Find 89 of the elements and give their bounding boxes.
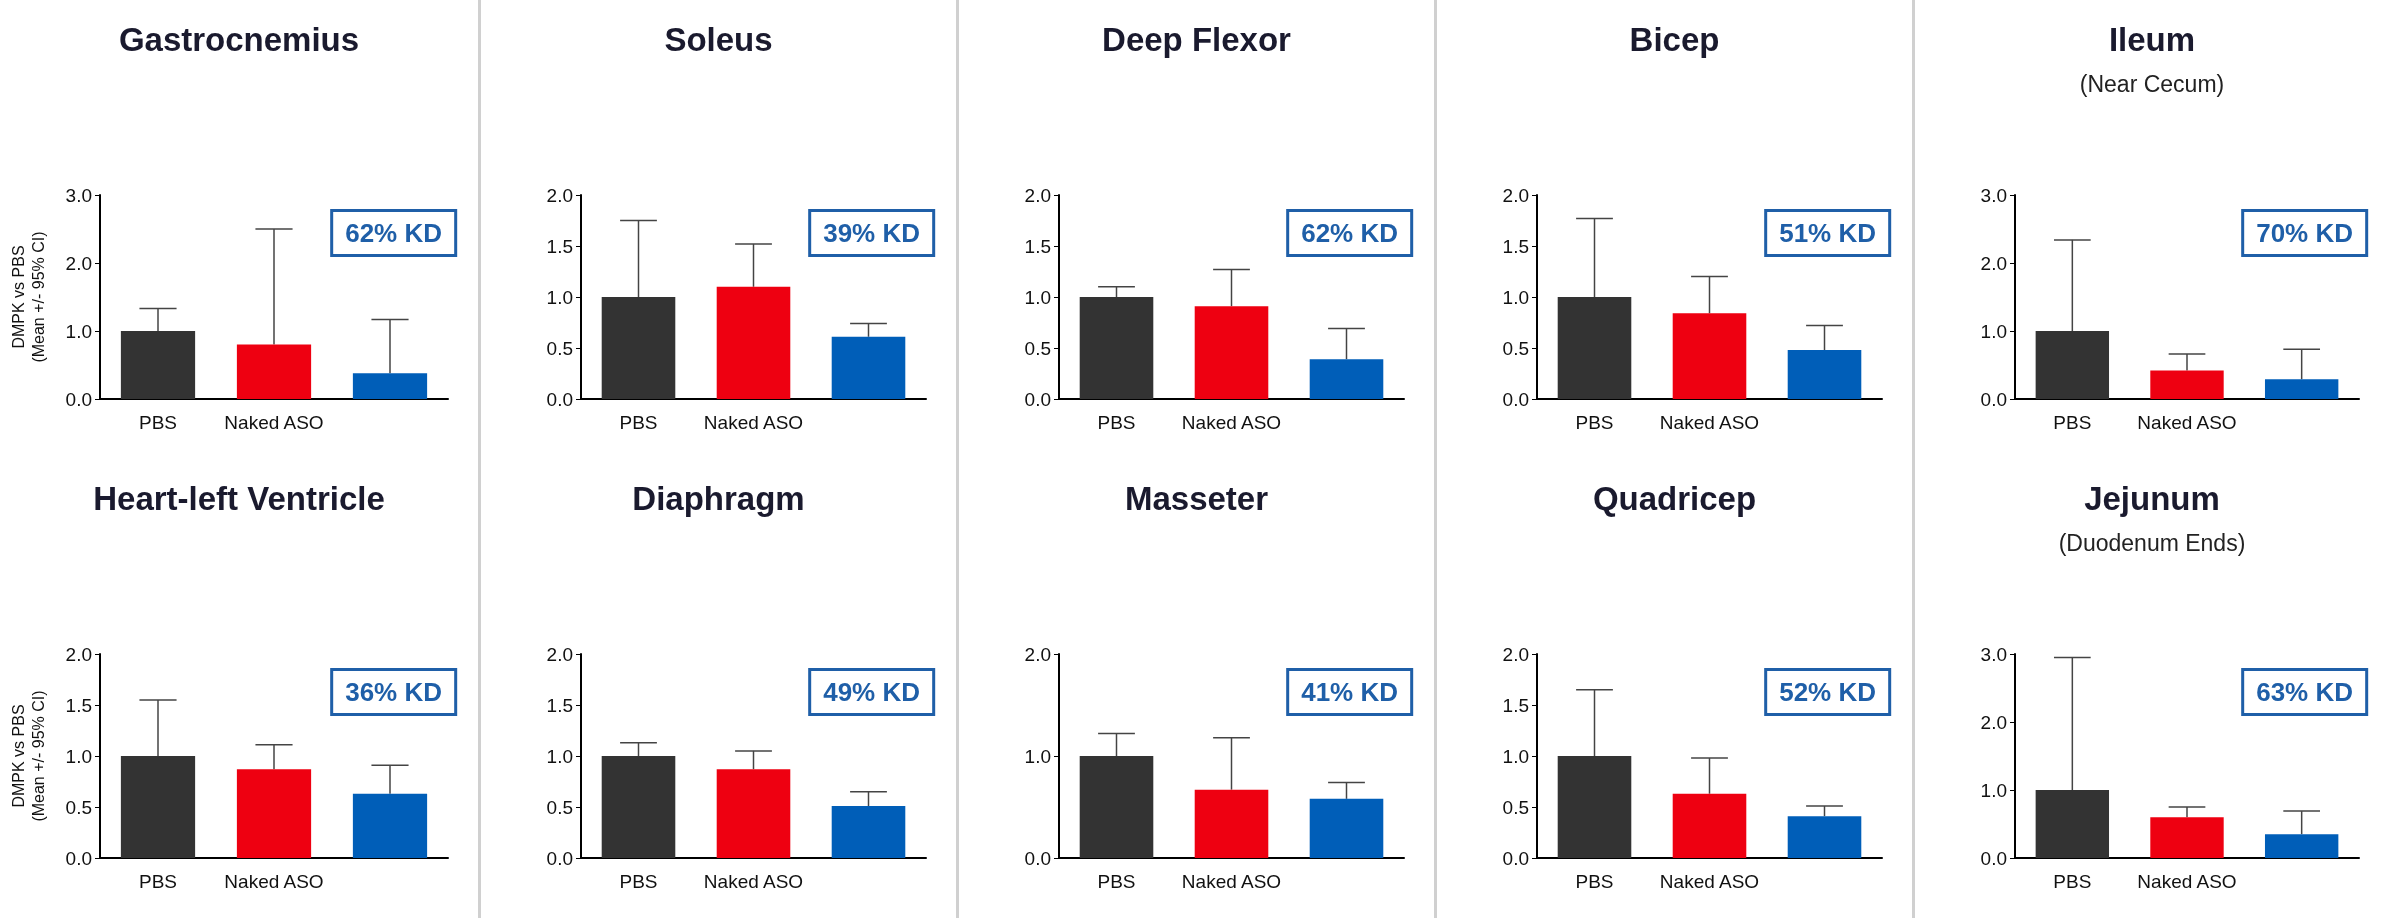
x-tick-label: PBS (1575, 412, 1614, 433)
x-tick-label: Naked ASO (703, 871, 804, 892)
y-tick-label: 1.5 (546, 694, 573, 716)
y-tick-label: 1.0 (1502, 745, 1529, 767)
x-tick-label: Naked ASO (703, 412, 804, 433)
y-tick-label: 1.0 (546, 286, 573, 308)
chart-subtitle: (Near Cecum) (2079, 70, 2225, 97)
y-tick-label: 1.0 (1502, 286, 1529, 308)
y-axis-title: DMPK vs PBS (Mean +/- 95% CI) (9, 690, 47, 822)
x-tick-label: Naked ASO (1181, 871, 1282, 892)
y-tick-label: 0.5 (1502, 796, 1529, 818)
chart-title: Bicep (1629, 21, 1720, 58)
y-tick-label: 3.0 (1980, 643, 2007, 665)
y-tick-label: 1.0 (65, 745, 92, 767)
annotation: 63% KD (2256, 677, 2354, 707)
y-axis-title: DMPK vs PBS (Mean +/- 95% CI) (9, 231, 47, 363)
chart-title: Masseter (1124, 480, 1269, 517)
y-tick-label: 2.0 (1502, 643, 1529, 665)
y-tick-label: 2.0 (1980, 252, 2007, 274)
y-tick-label: 1.0 (1980, 779, 2007, 801)
y-tick-label: 2.0 (546, 184, 573, 206)
x-tick-label: PBS (1097, 871, 1136, 892)
y-tick-label: 2.0 (1980, 711, 2007, 733)
y-tick-label: 0.0 (1980, 847, 2007, 869)
y-tick-label: 1.5 (1502, 235, 1529, 257)
chart-subtitle: (Duodenum Ends) (2058, 529, 2246, 556)
annotation: 70% KD (2256, 218, 2354, 248)
y-tick-label: 3.0 (65, 184, 92, 206)
y-tick-label: 0.0 (1024, 847, 1051, 869)
y-tick-label: 1.0 (1024, 286, 1051, 308)
y-tick-label: 0.0 (546, 847, 573, 869)
y-tick-label: 1.5 (65, 694, 92, 716)
y-tick-label: 2.0 (546, 643, 573, 665)
y-tick-label: 1.5 (1502, 694, 1529, 716)
x-tick-label: Naked ASO (2137, 871, 2237, 892)
y-tick-label: 0.5 (1502, 337, 1529, 359)
y-tick-label: 0.0 (1024, 388, 1051, 410)
y-tick-label: 2.0 (1502, 184, 1529, 206)
chart-title: Gastrocnemius (118, 21, 360, 58)
y-tick-label: 2.0 (1024, 184, 1051, 206)
y-tick-label: 1.5 (546, 235, 573, 257)
y-tick-label: 1.0 (546, 745, 573, 767)
y-tick-label: 1.0 (1024, 745, 1051, 767)
chart-title: Ileum (2108, 21, 2196, 58)
y-tick-label: 0.5 (1024, 337, 1051, 359)
chart-title: Heart-left Ventricle (93, 480, 385, 517)
x-tick-label: PBS (1097, 412, 1136, 433)
y-tick-label: 1.5 (1024, 235, 1051, 257)
y-tick-label: 0.5 (546, 337, 573, 359)
y-tick-label: 0.0 (546, 388, 573, 410)
x-tick-label: PBS (138, 871, 178, 892)
annotation: 39% KD (823, 218, 921, 248)
annotation: 62% KD (1301, 218, 1399, 248)
y-tick-label: 2.0 (65, 252, 92, 274)
chart-title: Jejunum (2084, 480, 2220, 517)
annotation: 41% KD (1301, 677, 1399, 707)
y-tick-label: 0.0 (1502, 847, 1529, 869)
y-tick-label: 2.0 (1024, 643, 1051, 665)
y-tick-label: 0.0 (65, 847, 92, 869)
y-tick-label: 0.0 (65, 388, 92, 410)
x-tick-label: Naked ASO (224, 871, 324, 892)
annotation: 51% KD (1779, 218, 1877, 248)
chart-title: Quadricep (1592, 480, 1757, 517)
annotation: 49% KD (823, 677, 921, 707)
x-tick-label: PBS (619, 871, 658, 892)
x-tick-label: PBS (619, 412, 658, 433)
x-tick-label: Naked ASO (1659, 871, 1760, 892)
y-tick-label: 1.0 (1980, 320, 2007, 342)
y-tick-label: 0.5 (65, 796, 92, 818)
chart-title: Deep Flexor (1102, 21, 1292, 58)
x-tick-label: Naked ASO (2137, 412, 2237, 433)
y-tick-label: 0.0 (1502, 388, 1529, 410)
annotation: 36% KD (345, 677, 443, 707)
chart-title: Soleus (664, 21, 773, 58)
annotation: 52% KD (1779, 677, 1877, 707)
x-tick-label: Naked ASO (1181, 412, 1282, 433)
annotation: 62% KD (345, 218, 443, 248)
y-tick-label: 2.0 (65, 643, 92, 665)
x-tick-label: PBS (2053, 412, 2092, 433)
y-tick-label: 1.0 (65, 320, 92, 342)
y-tick-label: 3.0 (1980, 184, 2007, 206)
y-tick-label: 0.0 (1980, 388, 2007, 410)
x-tick-label: PBS (2053, 871, 2092, 892)
x-tick-label: PBS (138, 412, 178, 433)
chart-title: Diaphragm (632, 480, 805, 517)
y-tick-label: 0.5 (546, 796, 573, 818)
x-tick-label: Naked ASO (1659, 412, 1760, 433)
x-tick-label: Naked ASO (224, 412, 324, 433)
x-tick-label: PBS (1575, 871, 1614, 892)
